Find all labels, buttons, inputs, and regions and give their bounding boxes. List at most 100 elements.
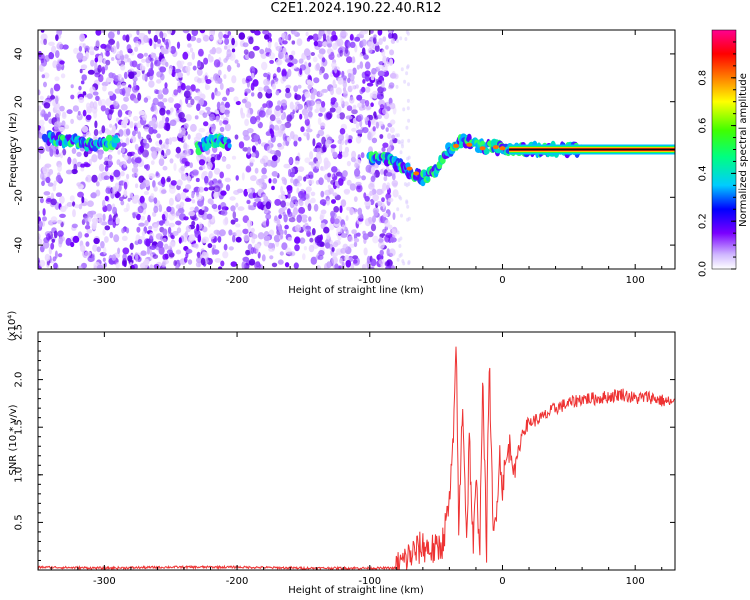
- noise-speck: [79, 68, 83, 74]
- noise-speck: [108, 108, 115, 114]
- noise-speck: [231, 155, 237, 160]
- noise-speck: [223, 74, 227, 80]
- noise-speck: [355, 84, 359, 89]
- noise-speck: [285, 87, 291, 93]
- noise-speck: [243, 234, 250, 242]
- noise-speck: [81, 74, 87, 81]
- noise-speck: [149, 38, 153, 47]
- noise-speck: [234, 59, 239, 64]
- y-tick-label: 0: [14, 146, 25, 152]
- noise-speck: [364, 116, 370, 122]
- noise-speck: [142, 149, 149, 158]
- noise-speck: [235, 175, 239, 181]
- noise-speck: [77, 231, 83, 239]
- noise-speck: [154, 59, 161, 67]
- noise-speck: [119, 50, 123, 56]
- noise-speck: [41, 180, 45, 186]
- noise-speck: [131, 173, 136, 178]
- noise-speck: [224, 177, 231, 183]
- noise-speck: [39, 126, 46, 134]
- noise-speck: [339, 112, 345, 120]
- noise-speck: [254, 198, 262, 203]
- noise-speck: [185, 85, 191, 91]
- noise-speck: [252, 79, 259, 87]
- noise-speck: [261, 174, 268, 180]
- noise-speck: [356, 64, 360, 70]
- noise-speck: [153, 105, 157, 111]
- noise-speck: [84, 251, 91, 257]
- noise-speck: [122, 247, 130, 255]
- noise-speck: [136, 226, 141, 233]
- noise-speck: [274, 215, 278, 222]
- noise-speck: [109, 123, 113, 128]
- noise-speck: [266, 100, 273, 109]
- noise-speck: [317, 53, 324, 58]
- noise-speck: [181, 173, 188, 181]
- noise-speck: [363, 247, 368, 256]
- noise-speck: [278, 51, 284, 60]
- noise-speck: [71, 147, 77, 154]
- noise-speck: [195, 261, 201, 268]
- noise-speck: [259, 48, 265, 55]
- noise-speck: [231, 75, 237, 84]
- noise-speck: [70, 241, 75, 248]
- noise-speck: [346, 56, 353, 64]
- noise-speck: [232, 211, 237, 220]
- noise-speck: [368, 114, 374, 121]
- noise-speck: [158, 157, 165, 167]
- noise-speck: [273, 124, 279, 131]
- noise-speck: [111, 57, 115, 61]
- noise-speck: [137, 146, 143, 155]
- noise-speck: [339, 128, 346, 135]
- noise-speck: [223, 243, 228, 251]
- noise-speck: [280, 200, 286, 208]
- noise-speck: [308, 244, 315, 253]
- noise-speck: [55, 175, 62, 183]
- noise-speck: [313, 148, 318, 152]
- noise-speck: [160, 73, 165, 81]
- noise-speck: [405, 125, 409, 130]
- noise-speck: [388, 32, 392, 39]
- noise-speck: [191, 30, 199, 37]
- noise-speck: [203, 57, 209, 65]
- noise-speck: [130, 135, 137, 143]
- noise-speck: [138, 222, 145, 227]
- noise-speck: [275, 45, 283, 52]
- noise-speck: [183, 216, 189, 221]
- noise-speck: [198, 127, 206, 133]
- noise-speck: [361, 39, 367, 47]
- trace-blob: [227, 143, 232, 149]
- colorbar-tick-label: 0.4: [698, 165, 709, 181]
- trace-peak: [453, 143, 460, 148]
- noise-speck: [352, 104, 357, 110]
- noise-speck: [351, 56, 356, 64]
- noise-speck: [391, 173, 396, 181]
- noise-speck: [330, 212, 337, 219]
- noise-speck: [244, 88, 251, 94]
- noise-speck: [350, 85, 356, 90]
- noise-speck: [104, 225, 111, 231]
- noise-speck: [361, 102, 365, 109]
- noise-speck: [168, 222, 175, 228]
- noise-speck: [62, 111, 67, 118]
- noise-speck: [349, 34, 354, 41]
- noise-speck: [78, 45, 83, 52]
- noise-speck: [380, 91, 384, 97]
- noise-speck: [319, 214, 324, 221]
- noise-speck: [93, 237, 100, 245]
- noise-speck: [271, 155, 278, 162]
- noise-speck: [162, 228, 168, 236]
- noise-speck: [388, 265, 396, 269]
- noise-speck: [203, 121, 209, 127]
- noise-speck: [196, 103, 201, 111]
- noise-speck: [361, 264, 367, 269]
- noise-speck: [131, 167, 139, 174]
- noise-speck: [95, 95, 100, 102]
- noise-speck: [402, 261, 406, 266]
- noise-speck: [123, 123, 127, 129]
- noise-speck: [194, 115, 199, 120]
- heatmap-plot-area: [38, 30, 675, 269]
- noise-speck: [308, 62, 312, 68]
- noise-speck: [303, 176, 307, 182]
